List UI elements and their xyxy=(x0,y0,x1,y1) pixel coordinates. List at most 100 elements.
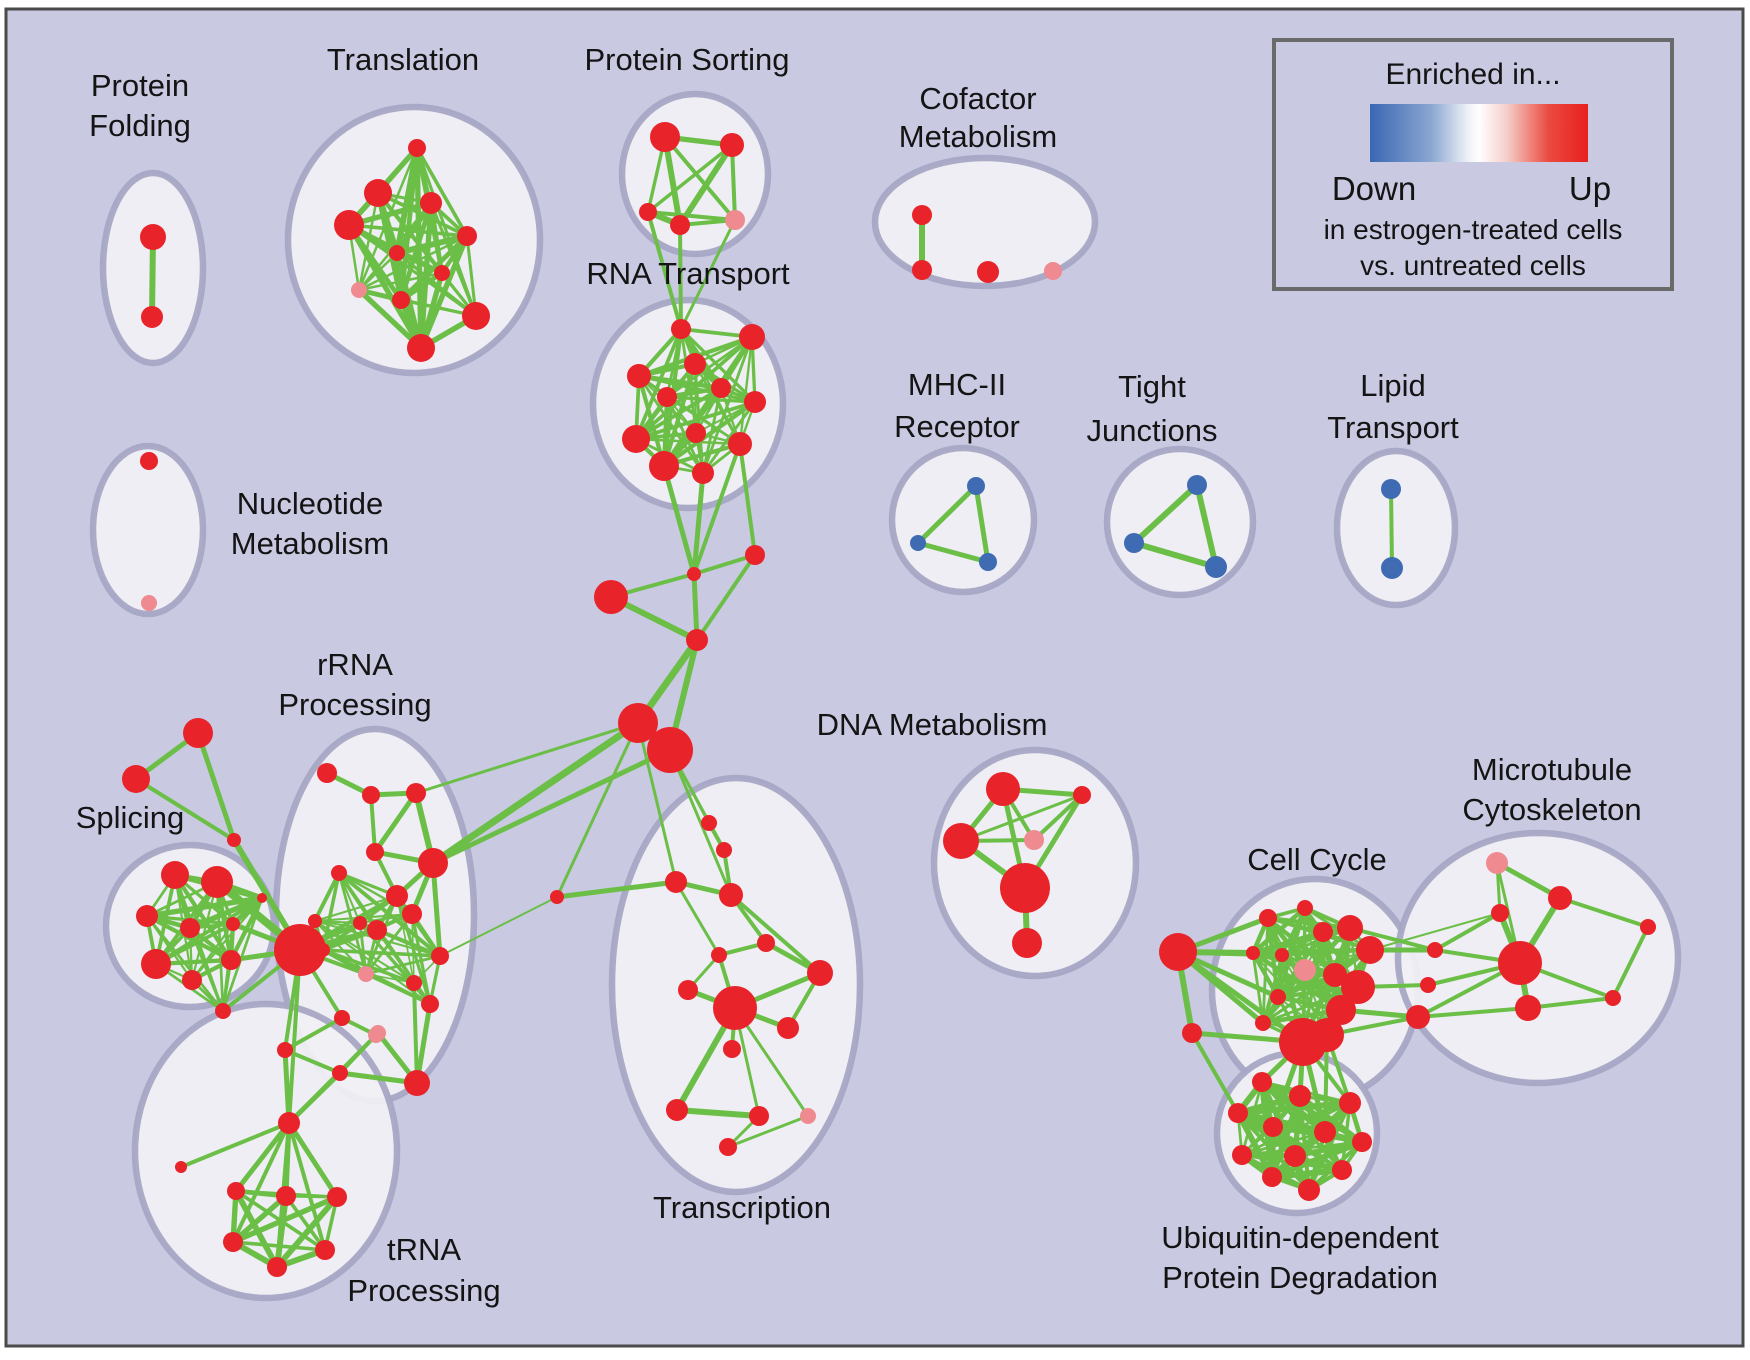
edge-r10-x0 xyxy=(661,463,697,577)
cluster-label-lipid-transport-line1: Lipid xyxy=(1360,368,1426,403)
edge-r0-r8 xyxy=(634,327,683,441)
edge-d1-d2 xyxy=(959,793,1084,843)
legend-gradient-bar xyxy=(1370,104,1588,162)
edge-rr6-rr16 xyxy=(313,894,399,923)
edge-rr4-x5 xyxy=(430,747,673,866)
node-tj0 xyxy=(1187,475,1207,495)
cluster-label-cell-cycle: Cell Cycle xyxy=(1247,842,1387,877)
node-t4 xyxy=(457,226,477,246)
edge-rr8-rr10 xyxy=(375,928,442,958)
node-r3 xyxy=(627,364,651,388)
edge-r11-x0 xyxy=(691,470,706,577)
edge-t1-t7 xyxy=(357,191,380,292)
node-m2 xyxy=(979,553,997,571)
legend-caption-line1: in estrogen-treated cells xyxy=(1323,214,1623,245)
cluster-label-cofactor-metabolism-line1: Cofactor xyxy=(919,81,1036,116)
edge-mt2-mt6 xyxy=(1558,896,1650,929)
node-ccb xyxy=(1182,1023,1202,1043)
edge-tr4-x4 xyxy=(555,721,640,899)
node-rr0 xyxy=(317,763,337,783)
node-cf2 xyxy=(977,261,999,283)
node-d4 xyxy=(1000,863,1050,913)
cluster-label-rrna-processing-line2: Processing xyxy=(278,687,431,722)
node-x4 xyxy=(618,703,658,743)
node-cc8 xyxy=(1323,963,1347,987)
node-r9 xyxy=(728,432,752,456)
edge-mt0-mt2 xyxy=(1494,860,1563,901)
node-sp9 xyxy=(215,1003,231,1019)
edge-hub-tn0 xyxy=(287,948,302,1125)
node-ps1 xyxy=(720,133,744,157)
edge-cc3-cj0 xyxy=(1348,926,1437,952)
edge-ps1-ps2 xyxy=(646,143,734,214)
node-mt2 xyxy=(1548,886,1572,910)
cluster-label-microtubule-cytoskeleton-line2: Cytoskeleton xyxy=(1462,792,1641,827)
node-tr10 xyxy=(777,1017,799,1039)
node-sp4 xyxy=(226,917,240,931)
node-nm1 xyxy=(141,595,157,611)
node-r2 xyxy=(684,353,706,375)
node-rr6 xyxy=(386,885,408,907)
node-mt0 xyxy=(1486,852,1508,874)
cluster-label-protein-folding-line2: Folding xyxy=(89,108,191,143)
edge-r3-r6 xyxy=(637,374,757,404)
edge-t0-t4 xyxy=(415,146,469,238)
node-x0 xyxy=(687,567,701,581)
edge-r9-x1 xyxy=(738,442,757,557)
edge-cj0-mt1 xyxy=(1433,911,1502,952)
node-tr4 xyxy=(550,890,564,904)
edge-mt4-mt5 xyxy=(1526,996,1615,1010)
node-sp8 xyxy=(221,950,241,970)
cluster-label-tight-junctions-line1: Tight xyxy=(1118,369,1186,404)
edge-tj1-tj2 xyxy=(1131,540,1219,570)
edge-s0-s2 xyxy=(195,730,237,843)
edge-rb3-rr12 xyxy=(412,981,419,1085)
node-cc5 xyxy=(1246,946,1260,960)
node-ccl xyxy=(1159,933,1197,971)
node-tr3 xyxy=(719,883,743,907)
edge-t3-t10 xyxy=(346,222,424,351)
node-rr3 xyxy=(366,843,384,861)
node-mt6 xyxy=(1640,919,1656,935)
node-t1 xyxy=(364,179,392,207)
edge-tn0-h2 xyxy=(286,1120,340,1200)
edge-tr2-tr6 xyxy=(674,880,721,957)
node-r4 xyxy=(657,387,677,407)
node-rr12 xyxy=(406,975,422,991)
node-cc0 xyxy=(1259,909,1277,927)
node-u7 xyxy=(1232,1145,1252,1165)
edge-cc1-cc5 xyxy=(1250,905,1308,956)
node-cj1 xyxy=(1420,977,1436,993)
edge-cc6-cc11 xyxy=(1261,953,1284,1025)
cluster-label-ubiquitin-degradation-line2: Protein Degradation xyxy=(1162,1260,1438,1295)
node-tr13 xyxy=(749,1106,769,1126)
edge-cc3-cc5 xyxy=(1250,925,1353,956)
edge-ps3-r0 xyxy=(678,223,683,331)
node-x5 xyxy=(647,727,693,773)
node-ps4 xyxy=(725,210,745,230)
edge-tn0-h0 xyxy=(233,1120,292,1194)
node-h2 xyxy=(327,1187,347,1207)
edge-tn0-h3 xyxy=(231,1121,291,1244)
edge-ps2-ps4 xyxy=(645,209,738,223)
node-sp6 xyxy=(141,949,171,979)
node-cj0 xyxy=(1427,942,1443,958)
node-rr1 xyxy=(362,786,380,804)
legend: Enriched in... Down Up in estrogen-treat… xyxy=(1272,38,1674,291)
legend-down-label: Down xyxy=(1331,170,1417,207)
node-lp1 xyxy=(1381,557,1403,579)
edge-rr2-rr3 xyxy=(372,790,419,855)
cluster-ellipse-nucleotide-metabolism xyxy=(89,442,207,618)
edge-h1-h4 xyxy=(284,1194,327,1252)
node-tr0 xyxy=(701,815,717,831)
node-u5 xyxy=(1314,1121,1336,1143)
edge-u9-u10 xyxy=(1269,1167,1345,1180)
node-rr16 xyxy=(308,914,322,928)
edge-ps1-ps3 xyxy=(677,142,735,228)
cluster-ellipse-mhc-ii-receptor xyxy=(888,444,1038,596)
cluster-label-ubiquitin-degradation-line1: Ubiquitin-dependent xyxy=(1161,1220,1439,1255)
cluster-label-mhc-ii-receptor-line1: MHC-II xyxy=(908,367,1006,402)
node-ps2 xyxy=(639,203,657,221)
node-rr13 xyxy=(421,995,439,1013)
